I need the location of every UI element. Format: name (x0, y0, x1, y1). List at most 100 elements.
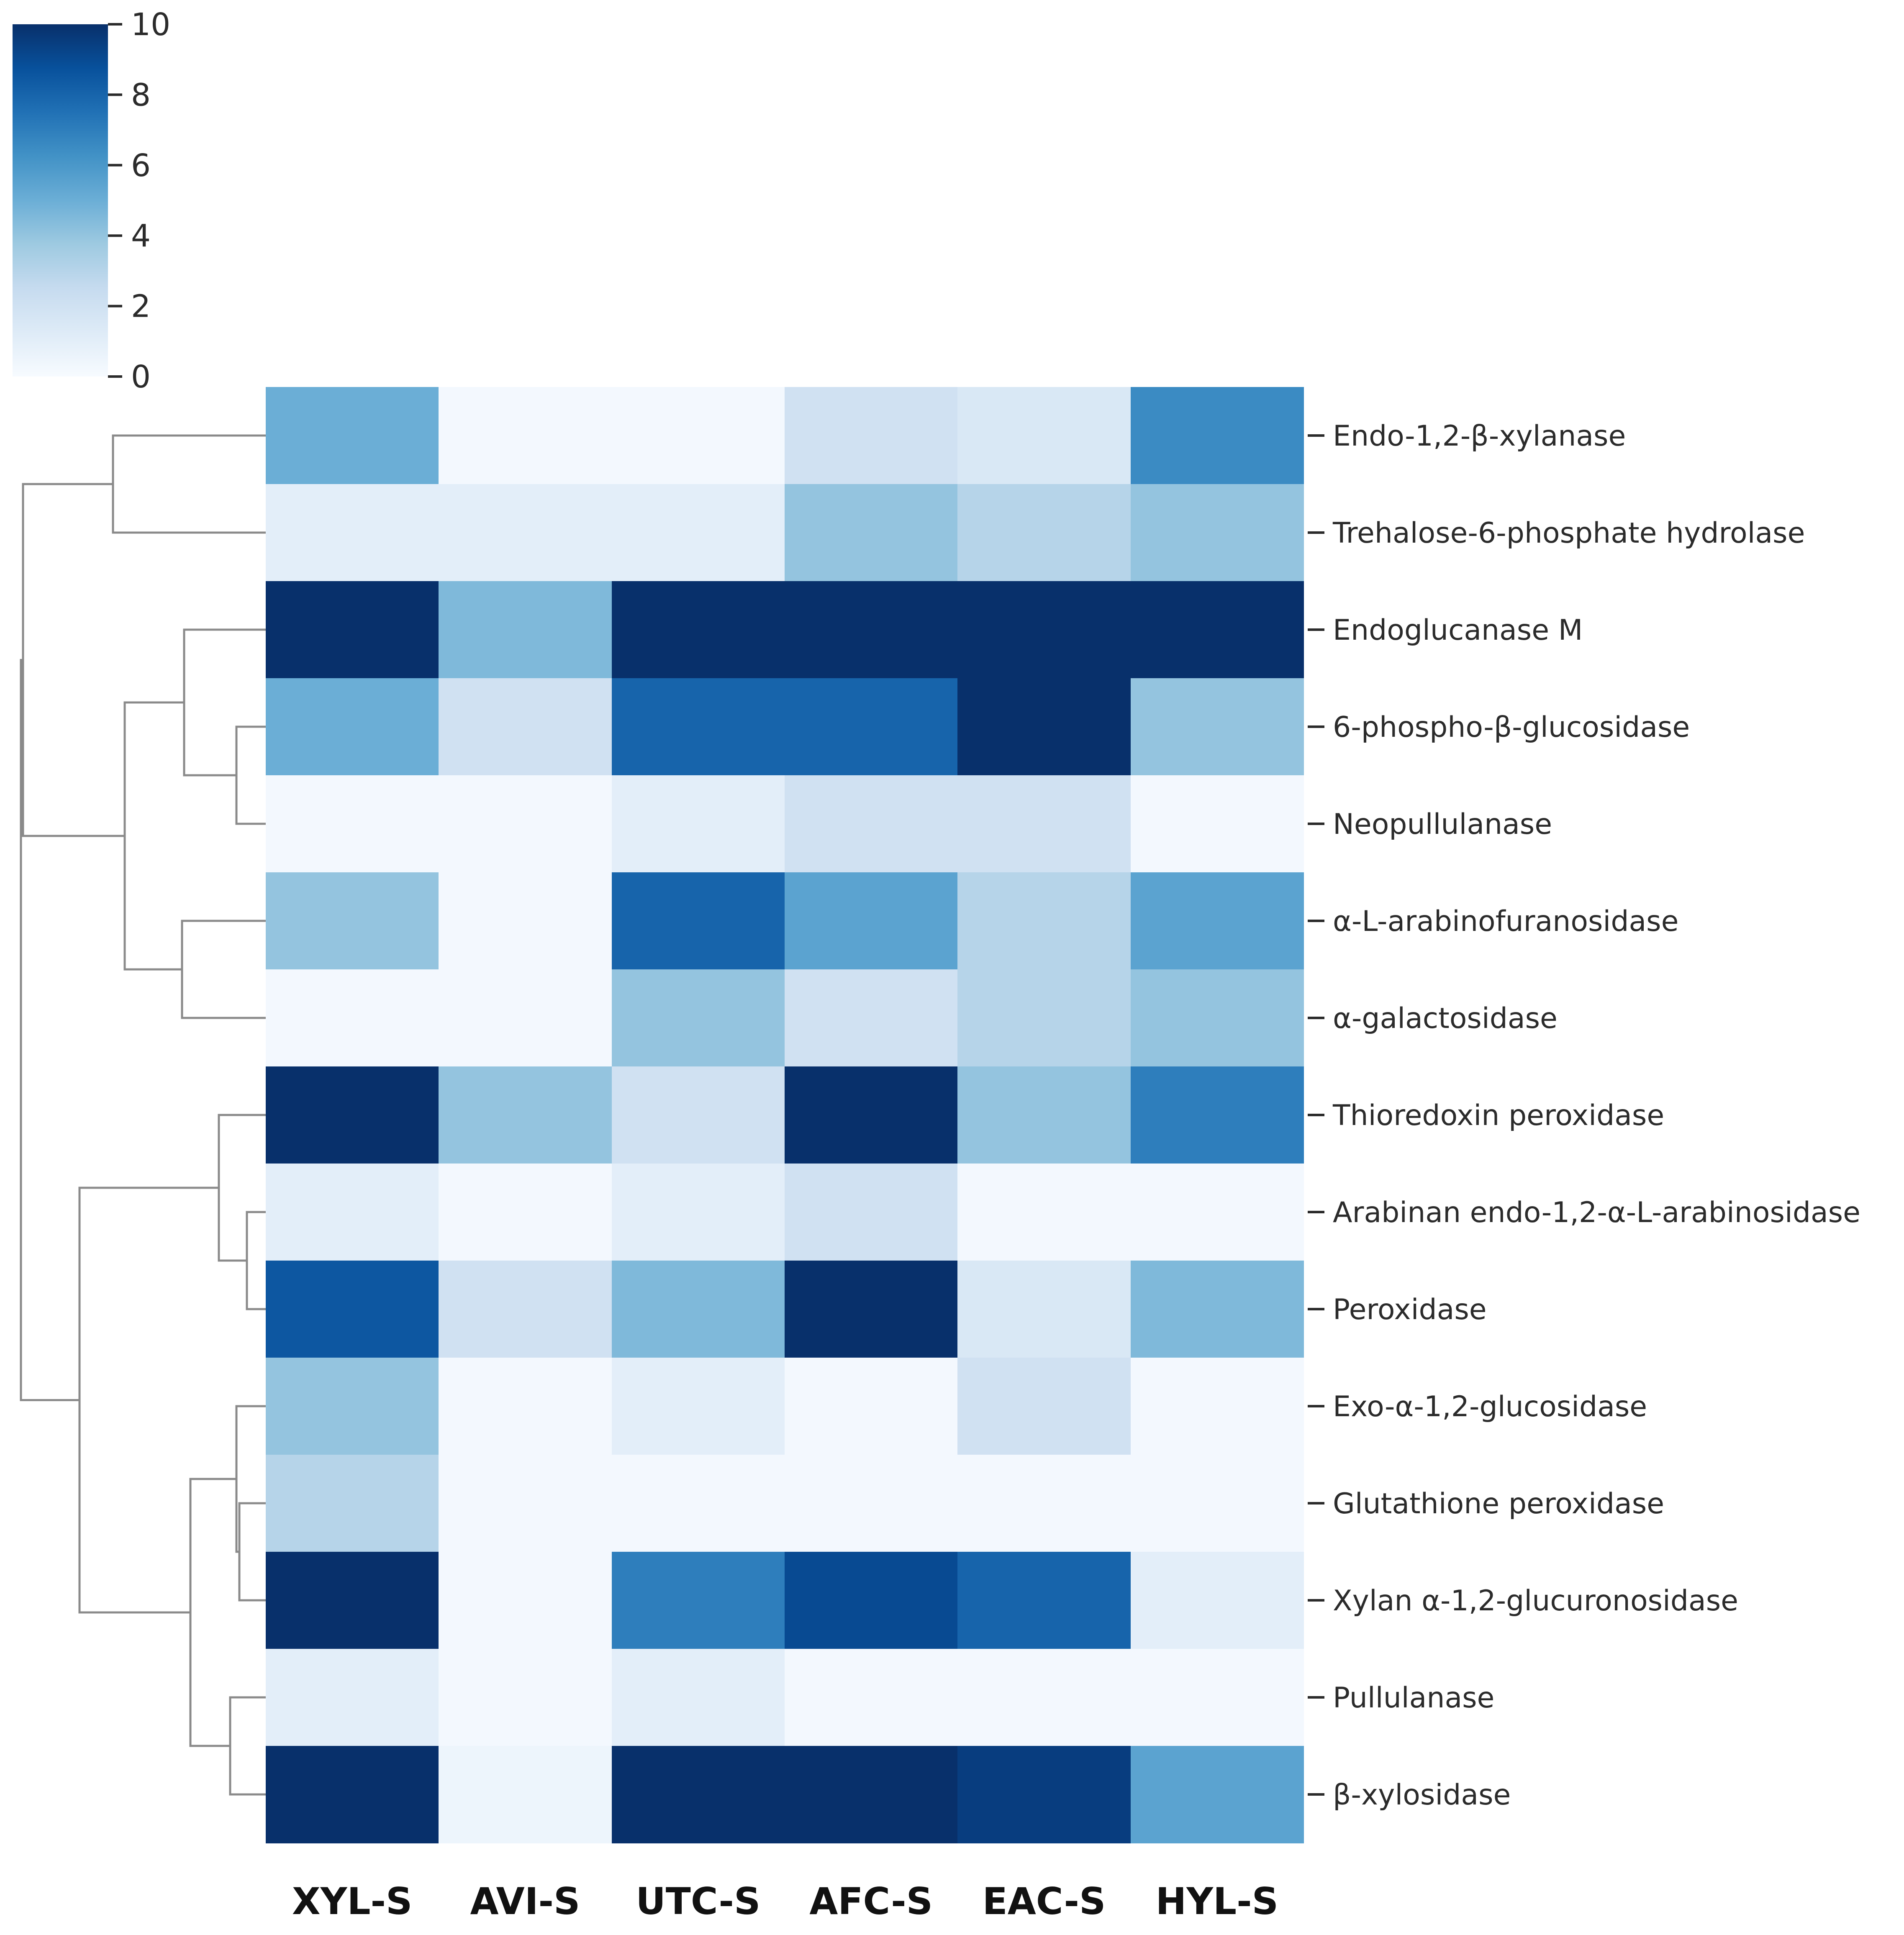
row-label: Glutathione peroxidase (1333, 1487, 1664, 1520)
colorbar-tick-label: 0 (131, 359, 151, 395)
dendrogram-link (123, 701, 184, 971)
dendrogram-link (181, 920, 266, 1019)
colorbar-tick-label: 2 (131, 289, 151, 325)
heatmap-cell (612, 1746, 785, 1843)
heatmap-cell (785, 1455, 958, 1552)
heatmap-cell (612, 969, 785, 1067)
heatmap-cell (266, 1358, 439, 1455)
row-label: Pullulanase (1333, 1681, 1494, 1715)
heatmap-cell (785, 581, 958, 679)
colorbar-tick-label: 4 (131, 218, 151, 254)
heatmap-cell (1131, 581, 1304, 679)
heatmap-cell (439, 872, 612, 970)
heatmap-cell (612, 1455, 785, 1552)
heatmap-cell (785, 872, 958, 970)
heatmap-cell (612, 872, 785, 970)
column-label: UTC-S (636, 1880, 760, 1923)
row-label: Endo-1,2-β-xylanase (1333, 420, 1626, 453)
heatmap-cell (439, 1261, 612, 1358)
heatmap-cell (1131, 484, 1304, 582)
heatmap-cell (266, 484, 439, 582)
dendrogram-link (189, 1478, 236, 1747)
heatmap-cell (266, 678, 439, 776)
heatmap-cell (612, 775, 785, 873)
dendrogram-link (218, 1114, 266, 1262)
heatmap-cell (1131, 775, 1304, 873)
column-label: EAC-S (983, 1880, 1106, 1923)
heatmap-cell (266, 872, 439, 970)
heatmap-cell (957, 1649, 1131, 1746)
heatmap-cell (957, 1455, 1131, 1552)
heatmap-cell (1131, 387, 1304, 484)
heatmap-cell (439, 1455, 612, 1552)
heatmap-cell (439, 484, 612, 582)
heatmap-cell (1131, 969, 1304, 1067)
heatmap-cell (1131, 678, 1304, 776)
heatmap-cell (785, 1358, 958, 1455)
row-label: Arabinan endo-1,2-α-L-arabinosidase (1333, 1196, 1860, 1229)
colorbar-tick-label: 6 (131, 148, 151, 184)
heatmap-cell (785, 1552, 958, 1649)
heatmap-cell (266, 1455, 439, 1552)
heatmap-cell (612, 581, 785, 679)
heatmap-cell (957, 872, 1131, 970)
heatmap-cell (785, 387, 958, 484)
heatmap-cell (785, 775, 958, 873)
heatmap-cell (957, 969, 1131, 1067)
heatmap-cell (957, 775, 1131, 873)
colorbar: 0 2 4 6 8 10 (13, 7, 170, 395)
heatmap-cell (266, 387, 439, 484)
heatmap-cell (957, 678, 1131, 776)
heatmap-cell (612, 1358, 785, 1455)
heatmap-cell (1131, 1455, 1304, 1552)
dendrogram-link (235, 1405, 266, 1553)
heatmap-cell (1131, 1358, 1304, 1455)
heatmap-cell (785, 1649, 958, 1746)
colorbar-tick-label: 8 (131, 77, 151, 113)
row-label: Peroxidase (1333, 1293, 1487, 1326)
heatmap-cell (439, 1164, 612, 1261)
heatmap-cell (439, 678, 612, 776)
heatmap-cell (266, 1649, 439, 1746)
heatmap-cell (785, 969, 958, 1067)
colorbar-gradient (13, 24, 108, 377)
heatmap-cell (612, 1649, 785, 1746)
heatmap-cell (439, 1649, 612, 1746)
heatmap-cell (612, 387, 785, 484)
heatmap-cell (266, 775, 439, 873)
heatmap-cell (612, 678, 785, 776)
heatmap-cell (785, 484, 958, 582)
heatmap-cell (266, 1066, 439, 1164)
row-label: Xylan α-1,2-glucuronosidase (1333, 1584, 1738, 1617)
heatmap-cell (957, 1358, 1131, 1455)
heatmap-cell (612, 1164, 785, 1261)
dendrogram-link (235, 725, 266, 825)
dendrogram-link (112, 434, 266, 534)
heatmap-cell (1131, 1552, 1304, 1649)
row-label: Neopullulanase (1333, 808, 1552, 841)
heatmap-cell (957, 484, 1131, 582)
heatmap-cell (957, 1552, 1131, 1649)
column-label: HYL-S (1156, 1880, 1278, 1923)
column-labels: XYL-S AVI-S UTC-S AFC-S EAC-S HYL-S (292, 1880, 1278, 1923)
heatmap-cell (439, 775, 612, 873)
heatmap-cell (785, 1164, 958, 1261)
dendrogram-link (183, 628, 266, 777)
heatmap-cell (957, 1066, 1131, 1164)
heatmap-cell (612, 1261, 785, 1358)
heatmap-cell (612, 1552, 785, 1649)
heatmap-cell (785, 1261, 958, 1358)
heatmap-cell (439, 1746, 612, 1843)
heatmap-cell (266, 1746, 439, 1843)
heatmap-cell (439, 969, 612, 1067)
heatmap-cell (266, 581, 439, 679)
heatmap-cell (1131, 872, 1304, 970)
heatmap-cell (439, 1066, 612, 1164)
row-label: Thioredoxin peroxidase (1332, 1099, 1664, 1132)
dendrogram-link (78, 1187, 219, 1614)
heatmap-cell (266, 1164, 439, 1261)
heatmap-cell (957, 581, 1131, 679)
row-label: Trehalose-6-phosphate hydrolase (1332, 517, 1805, 550)
row-labels: Endo-1,2-β-xylanase Trehalose-6-phosphate… (1308, 420, 1860, 1812)
